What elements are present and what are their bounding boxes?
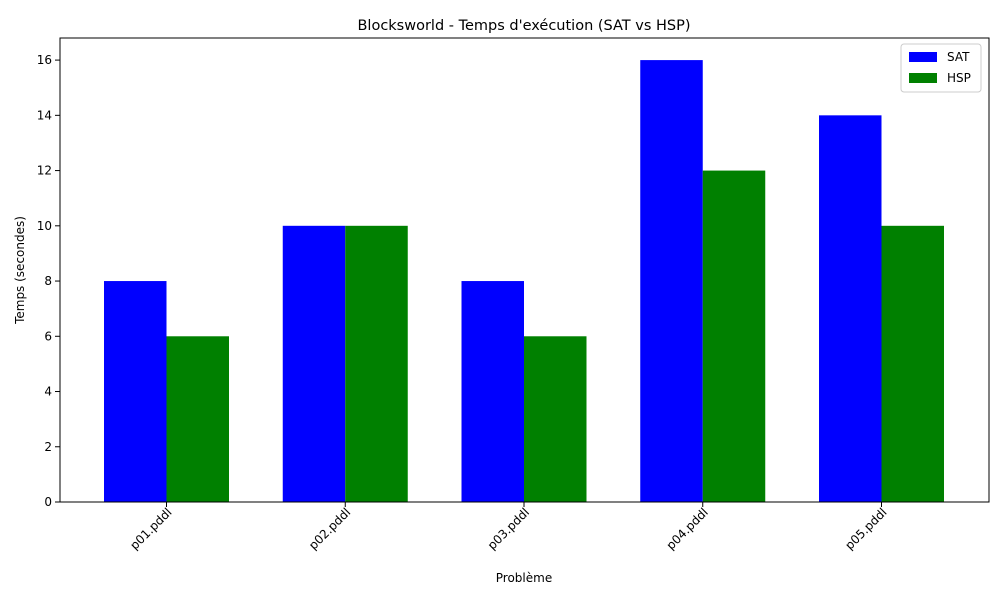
y-tick-label: 4 [44,385,52,399]
bar-sat-p03-pddl [461,281,524,502]
legend-swatch-hsp [909,73,937,83]
y-tick-label: 10 [37,219,52,233]
plot-frame [59,37,990,503]
bar-hsp-p04-pddl [702,170,766,503]
bar-hsp-p02-pddl [345,225,408,503]
bar-sat-p05-pddl [819,115,882,502]
x-tick-label: p01.pddl [127,505,174,552]
y-tick-label: 12 [37,164,52,178]
y-tick-label: 16 [37,53,52,67]
y-tick-label: 8 [44,274,52,288]
legend-label-sat: SAT [947,50,970,64]
bar-sat-p04-pddl [640,60,703,502]
bars-layer [104,60,944,503]
legend-label-hsp: HSP [947,71,971,85]
y-tick-label: 6 [44,329,52,343]
bar-sat-p02-pddl [282,225,346,503]
bar-sat-p01-pddl [104,281,167,502]
bar-hsp-p03-pddl [524,336,587,502]
chart-title: Blocksworld - Temps d'exécution (SAT vs … [357,18,690,34]
x-axis-title: Problème [496,571,552,585]
y-axis-title: Temps (secondes) [13,216,27,325]
y-axis: 0 2 4 6 8 10 12 14 16 [37,53,60,509]
x-tick-label: p03.pddl [485,505,532,552]
bar-hsp-p01-pddl [166,336,229,502]
bar-hsp-p05-pddl [881,225,944,503]
legend-swatch-sat [909,52,937,62]
x-axis: p01.pddl p02.pddl p03.pddl p04.pddl p05.pddl [127,502,890,553]
x-tick-label: p04.pddl [664,505,711,552]
legend: SAT HSP [900,43,982,93]
x-tick-label: p05.pddl [842,505,889,552]
x-tick-label: p02.pddl [306,505,353,552]
y-tick-label: 0 [44,495,52,509]
y-tick-label: 14 [37,108,52,122]
y-tick-label: 2 [44,440,52,454]
